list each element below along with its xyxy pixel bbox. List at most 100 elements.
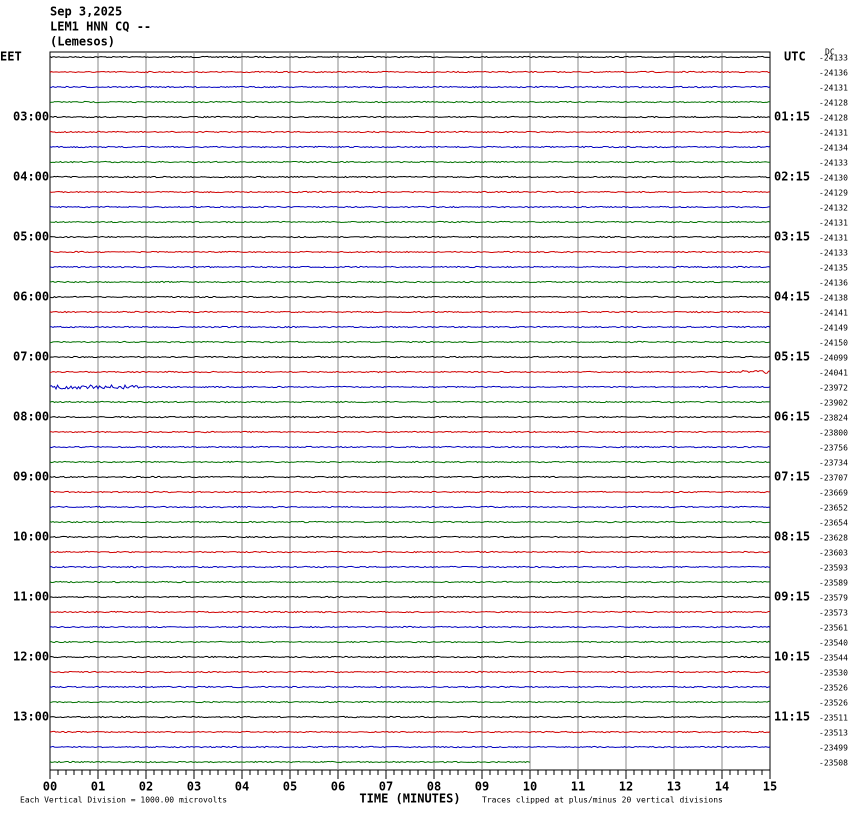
trace: [49, 580, 770, 584]
dc-value: -23540: [819, 639, 848, 648]
dc-value: -23756: [819, 444, 848, 453]
trace: [49, 220, 771, 224]
utc-label: 02:15: [774, 170, 810, 184]
trace: [49, 670, 770, 674]
dc-value: -24135: [819, 264, 848, 273]
utc-label: 01:15: [774, 110, 810, 124]
x-tick-label: 05: [283, 780, 297, 794]
eet-label: 10:00: [13, 530, 49, 544]
location: (Lemesos): [50, 35, 115, 49]
dc-value: -23513: [819, 729, 848, 738]
dc-value: -24136: [819, 279, 848, 288]
dc-value: -23824: [819, 414, 848, 423]
utc-label: 03:15: [774, 230, 810, 244]
trace: [49, 430, 771, 434]
dc-value: -24134: [819, 144, 848, 153]
trace: [49, 160, 770, 164]
dc-value: -23669: [819, 489, 848, 498]
trace: [49, 369, 771, 374]
trace: [49, 730, 771, 734]
x-tick-label: 07: [379, 780, 393, 794]
dc-value: -24131: [819, 234, 848, 243]
dc-value: -23511: [819, 714, 848, 723]
dc-value: -24131: [819, 129, 848, 138]
x-tick-label: 08: [427, 780, 441, 794]
dc-value: -23593: [819, 564, 848, 573]
x-tick-label: 00: [43, 780, 57, 794]
left-title: EET: [0, 50, 22, 64]
x-tick-label: 02: [139, 780, 153, 794]
utc-label: 10:15: [774, 650, 810, 664]
dc-value: -23603: [819, 549, 848, 558]
eet-label: 08:00: [13, 410, 49, 424]
trace: [49, 383, 771, 391]
trace: [49, 715, 770, 719]
trace: [49, 475, 771, 479]
trace: [49, 265, 771, 269]
dc-value: -24133: [819, 159, 848, 168]
dc-value: -24128: [819, 99, 848, 108]
eet-label: 12:00: [13, 650, 49, 664]
trace: [49, 760, 531, 764]
dc-value: -24149: [819, 324, 848, 333]
dc-value: -24130: [819, 174, 848, 183]
utc-label: 06:15: [774, 410, 810, 424]
date: Sep 3,2025: [50, 5, 122, 19]
trace: [49, 550, 771, 554]
trace: [49, 85, 771, 89]
trace: [49, 745, 771, 749]
dc-value: -23902: [819, 399, 848, 408]
trace: [49, 655, 770, 659]
trace: [49, 535, 771, 539]
dc-value: -24133: [819, 54, 848, 63]
dc-value: -23544: [819, 654, 848, 663]
dc-value: -24099: [819, 354, 848, 363]
dc-value: -24141: [819, 309, 848, 318]
dc-value: -23573: [819, 609, 848, 618]
dc-value: -23526: [819, 699, 848, 708]
trace: [49, 505, 771, 509]
station: LEM1 HNN CQ --: [50, 20, 151, 34]
x-title: TIME (MINUTES): [359, 792, 460, 806]
trace: [49, 310, 771, 314]
eet-label: 11:00: [13, 590, 49, 604]
dc-value: -23734: [819, 459, 848, 468]
x-tick-label: 04: [235, 780, 249, 794]
utc-label: 04:15: [774, 290, 810, 304]
trace: [49, 700, 770, 704]
trace: [49, 280, 771, 284]
trace: [49, 145, 771, 149]
dc-value: -23589: [819, 579, 848, 588]
eet-label: 09:00: [13, 470, 49, 484]
trace: [49, 190, 771, 194]
x-tick-label: 01: [91, 780, 105, 794]
dc-value: -23561: [819, 624, 848, 633]
x-tick-label: 15: [763, 780, 777, 794]
utc-label: 08:15: [774, 530, 810, 544]
trace: [49, 490, 770, 494]
dc-value: -23654: [819, 519, 848, 528]
dc-value: -23530: [819, 669, 848, 678]
trace: [49, 115, 771, 119]
utc-label: 05:15: [774, 350, 810, 364]
eet-label: 07:00: [13, 350, 49, 364]
dc-value: -24131: [819, 84, 848, 93]
x-tick-label: 14: [715, 780, 729, 794]
trace: [49, 685, 771, 689]
x-tick-label: 10: [523, 780, 537, 794]
dc-value: -23628: [819, 534, 848, 543]
trace: [49, 610, 770, 614]
trace: [49, 55, 770, 59]
trace: [49, 295, 770, 299]
trace: [49, 520, 771, 524]
scale-note: Each Vertical Division = 1000.00 microvo…: [20, 796, 227, 805]
eet-label: 06:00: [13, 290, 49, 304]
dc-value: -24041: [819, 369, 848, 378]
eet-label: 03:00: [13, 110, 49, 124]
trace: [49, 415, 771, 419]
trace: [49, 175, 771, 179]
dc-title: DC: [825, 48, 835, 57]
dc-value: -23972: [819, 384, 848, 393]
trace: [49, 625, 771, 629]
